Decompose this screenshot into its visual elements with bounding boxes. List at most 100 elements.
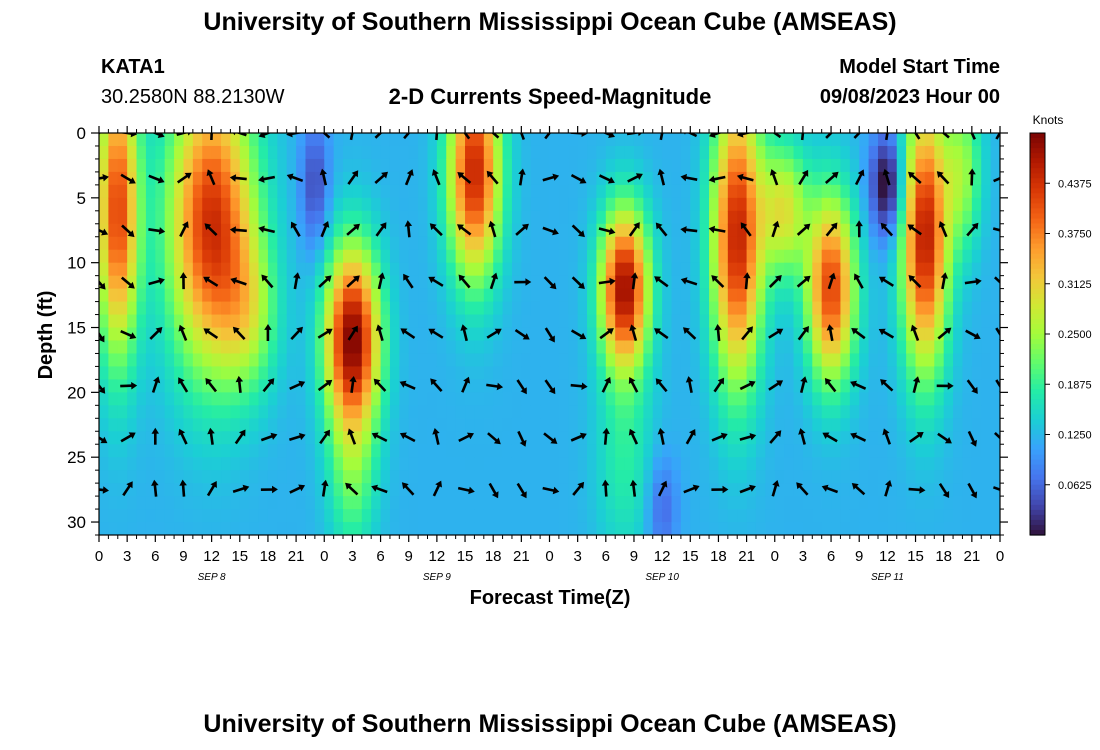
heat-cell xyxy=(399,392,410,406)
heat-cell xyxy=(174,210,185,225)
heat-cell xyxy=(164,496,175,510)
current-arrow xyxy=(968,168,976,186)
heat-cell xyxy=(371,275,382,290)
heat-cell xyxy=(577,457,588,471)
heat-cell xyxy=(596,470,607,484)
heat-cell xyxy=(727,236,738,251)
heat-cell xyxy=(784,210,795,225)
heat-cell xyxy=(624,275,635,290)
heat-cell xyxy=(615,249,626,264)
heat-cell xyxy=(699,223,710,238)
heat-cell xyxy=(784,496,795,510)
heat-cell xyxy=(277,184,288,199)
heat-cell xyxy=(436,236,447,251)
heat-cell xyxy=(737,133,748,147)
heat-cell xyxy=(680,249,691,264)
heat-cell xyxy=(624,470,635,484)
heat-cell xyxy=(774,353,785,368)
heat-cell xyxy=(605,353,616,368)
heat-cell xyxy=(239,457,250,471)
heat-cell xyxy=(399,301,410,316)
heat-cell xyxy=(690,457,701,471)
heat-cell xyxy=(671,353,682,368)
heat-cell xyxy=(877,340,888,355)
heat-cell xyxy=(802,288,813,303)
heat-cell xyxy=(277,340,288,355)
heat-cell xyxy=(127,301,138,316)
current-arrow xyxy=(771,220,780,238)
heat-cell xyxy=(418,275,429,290)
heat-cell xyxy=(343,366,354,380)
heat-cell xyxy=(183,496,194,510)
heat-cell xyxy=(427,470,438,484)
heat-cell xyxy=(436,483,447,497)
heat-cell xyxy=(352,249,363,264)
heat-cell xyxy=(164,522,175,535)
heat-cell xyxy=(680,275,691,290)
heat-cell xyxy=(802,171,813,186)
heat-cell xyxy=(887,288,898,303)
colorbar-swatch xyxy=(1030,484,1045,491)
heat-cell xyxy=(108,457,119,471)
heat-cell xyxy=(990,353,1000,368)
current-arrow xyxy=(349,133,354,141)
heat-cell xyxy=(605,262,616,277)
heat-cell xyxy=(718,275,729,290)
heat-cell xyxy=(549,444,560,458)
heat-cell xyxy=(812,145,823,160)
current-arrow xyxy=(654,328,669,340)
heat-cell xyxy=(108,288,119,303)
y-axis-label: Depth (ft) xyxy=(35,291,57,380)
heat-cell xyxy=(155,262,166,277)
heat-cell xyxy=(605,288,616,303)
heat-cell xyxy=(934,158,945,173)
heat-cell xyxy=(924,223,935,238)
heat-cell xyxy=(249,418,260,432)
heat-cell xyxy=(305,158,316,173)
heat-cell xyxy=(352,522,363,535)
heat-cell xyxy=(183,457,194,471)
heat-cell xyxy=(887,327,898,342)
heat-cell xyxy=(145,470,156,484)
heat-cell xyxy=(511,444,522,458)
current-arrow xyxy=(318,275,332,288)
current-arrow xyxy=(148,277,165,286)
heat-cell xyxy=(624,353,635,368)
heat-cell xyxy=(530,158,541,173)
heat-cell xyxy=(221,444,231,458)
heat-cell xyxy=(493,236,504,251)
heat-cell xyxy=(371,379,382,393)
heat-cell xyxy=(877,483,888,497)
heat-cell xyxy=(380,197,391,212)
heat-cell xyxy=(784,288,795,303)
heat-cell xyxy=(784,366,795,380)
heat-cell xyxy=(483,457,494,471)
colorbar-swatch xyxy=(1030,253,1045,260)
heat-cell xyxy=(427,262,438,277)
heat-cell xyxy=(943,483,954,497)
current-arrow xyxy=(293,272,301,290)
heat-cell xyxy=(671,327,682,342)
y-tick-label: 25 xyxy=(67,448,86,467)
heat-cell xyxy=(924,418,935,432)
heat-cell xyxy=(117,418,128,432)
x-tick-label: 9 xyxy=(630,548,638,565)
heat-cell xyxy=(859,236,870,251)
heat-cell xyxy=(408,392,419,406)
heat-cell xyxy=(127,392,138,406)
heat-cell xyxy=(558,431,569,445)
heat-cell xyxy=(192,236,203,251)
current-arrow xyxy=(570,329,587,340)
heat-cell xyxy=(953,496,964,510)
heat-cell xyxy=(605,314,616,329)
heat-cell xyxy=(887,249,898,264)
heat-cell xyxy=(549,197,560,212)
heat-cell xyxy=(699,145,710,160)
heat-cell xyxy=(934,366,945,380)
heat-cell xyxy=(296,444,307,458)
heat-cell xyxy=(145,184,156,199)
heat-cell xyxy=(568,496,579,510)
heat-cell xyxy=(99,353,109,368)
heat-cell xyxy=(333,483,344,497)
heat-cell xyxy=(662,418,673,432)
